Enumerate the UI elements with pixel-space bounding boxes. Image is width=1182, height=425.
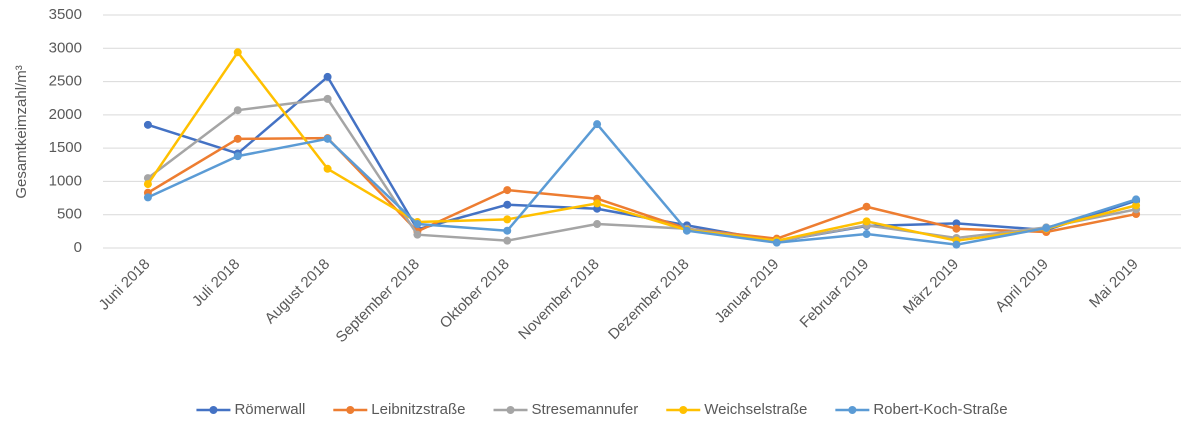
marker (143, 193, 152, 202)
legend-marker (346, 406, 355, 414)
marker (143, 180, 152, 189)
marker (323, 134, 332, 143)
marker (503, 200, 512, 209)
x-tick-label: Dezember 2018 (605, 256, 692, 343)
x-tick-label: November 2018 (515, 256, 602, 343)
y-tick-label: 2000 (49, 106, 82, 123)
marker (682, 226, 691, 235)
legend-marker (848, 406, 857, 414)
legend-label: Robert-Koch-Straße (873, 401, 1007, 418)
legend-item: Weichselstraße (666, 401, 807, 418)
marker (593, 120, 602, 129)
marker (233, 106, 242, 115)
marker (503, 226, 512, 235)
series-line (147, 97, 1137, 243)
x-tick-label: April 2019 (992, 256, 1052, 316)
x-tick-label: Januar 2019 (711, 256, 782, 327)
marker (413, 220, 422, 229)
y-tick-label: 3500 (49, 6, 82, 23)
legend-marker (209, 406, 218, 414)
legend-item: Stresemannufer (493, 401, 639, 418)
marker (413, 230, 422, 239)
marker (1132, 195, 1141, 204)
marker (503, 186, 512, 195)
marker (862, 217, 871, 226)
x-tick-label: August 2018 (262, 256, 334, 328)
marker (862, 202, 871, 211)
marker (1132, 201, 1141, 210)
marker (233, 134, 242, 143)
y-tick-label: 2500 (49, 73, 82, 90)
marker (233, 48, 242, 57)
marker (233, 152, 242, 161)
legend-label: Leibnitzstraße (371, 401, 465, 418)
series-line (146, 51, 1137, 242)
legend-item: Robert-Koch-Straße (835, 401, 1008, 418)
marker (593, 199, 602, 208)
marker (593, 220, 602, 229)
marker (862, 230, 871, 239)
legend-item: Römerwall (196, 401, 305, 418)
legend-marker (506, 406, 515, 414)
marker (323, 72, 332, 81)
x-tick-label: Oktober 2018 (437, 256, 513, 332)
legend-label: Weichselstraße (704, 401, 807, 418)
y-tick-label: 500 (57, 206, 82, 223)
marker (1042, 224, 1051, 233)
x-tick-label: September 2018 (333, 256, 423, 346)
x-tick-label: Februar 2019 (797, 256, 873, 332)
marker (952, 240, 961, 249)
x-tick-label: Mai 2019 (1086, 256, 1142, 312)
legend-label: Römerwall (234, 401, 305, 418)
y-axis-label: Gesamtkeimzahl/m³ (13, 65, 30, 198)
marker (323, 94, 332, 103)
series-line (147, 122, 1137, 246)
marker (143, 120, 152, 129)
x-tick-label: Juni 2018 (96, 256, 154, 314)
series-line (147, 136, 1137, 240)
y-tick-label: 0 (74, 239, 82, 256)
legend-marker (679, 406, 688, 414)
y-tick-label: 1500 (49, 139, 82, 156)
marker (772, 238, 781, 247)
y-tick-label: 1000 (49, 172, 82, 189)
marker (503, 236, 512, 245)
x-tick-label: Juli 2018 (189, 256, 243, 310)
legend-label: Stresemannufer (532, 401, 639, 418)
marker (323, 164, 332, 173)
legend-item: Leibnitzstraße (333, 401, 466, 418)
marker (503, 215, 512, 224)
marker (952, 224, 961, 233)
y-tick-label: 3000 (49, 39, 82, 56)
x-tick-label: März 2019 (900, 256, 962, 318)
